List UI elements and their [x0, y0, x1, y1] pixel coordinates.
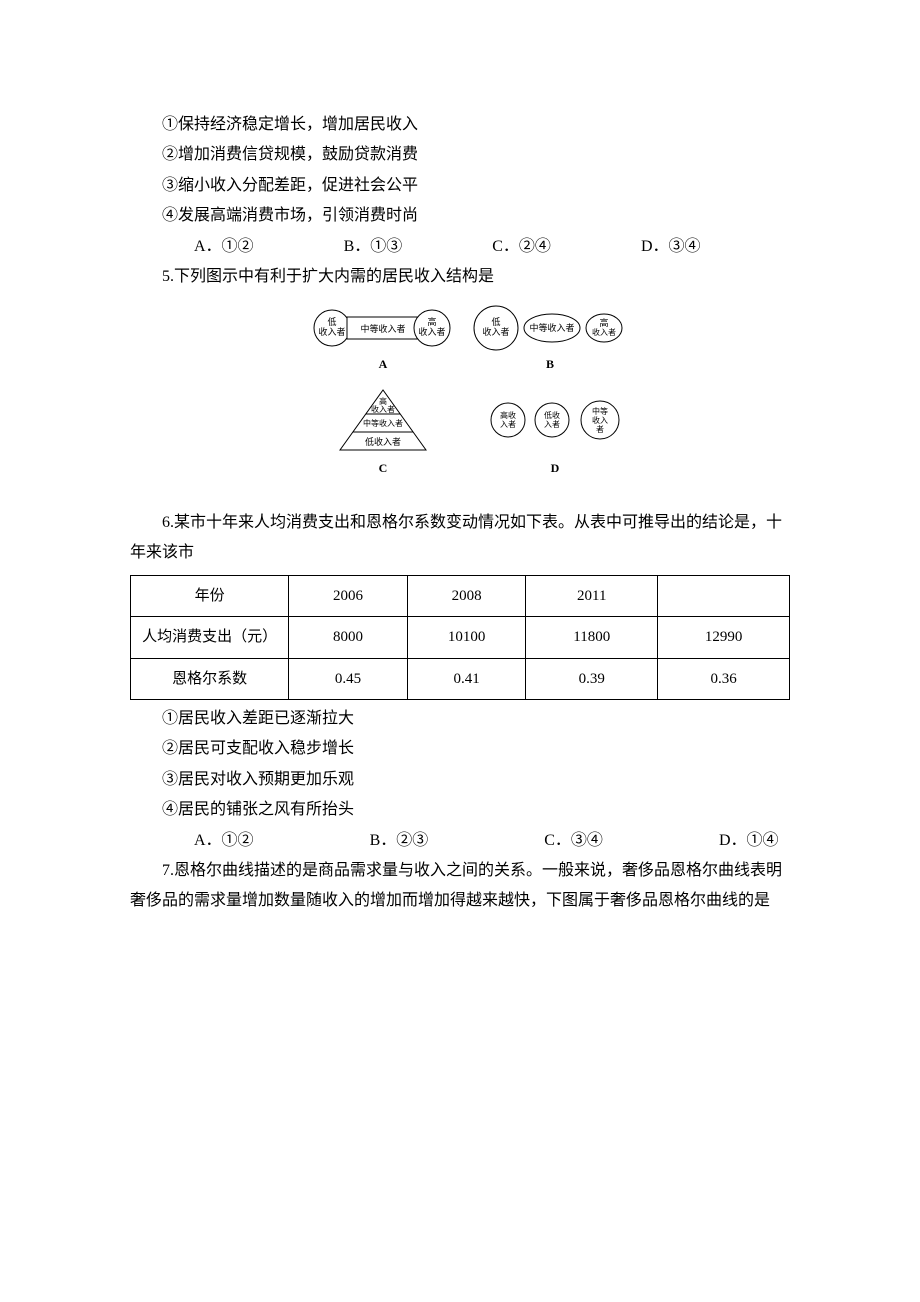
q4-A: A．①②	[162, 232, 254, 262]
q5-text: 5.下列图示中有利于扩大内需的居民收入结构是	[130, 262, 790, 292]
svg-text:收入者: 收入者	[371, 404, 395, 414]
q6-C: C．③④	[512, 826, 603, 856]
table-row: 年份 2006 2008 2011	[131, 575, 790, 617]
svg-text:者: 者	[596, 425, 604, 434]
q6-opt3: ③居民对收入预期更加乐观	[130, 765, 790, 795]
q4-opt3: ③缩小收入分配差距，促进社会公平	[130, 171, 790, 201]
q4-opt2: ②增加消费信贷规模，鼓励贷款消费	[130, 140, 790, 170]
svg-text:中等收入者: 中等收入者	[363, 418, 403, 428]
th-2008: 2008	[407, 575, 526, 617]
svg-text:低: 低	[327, 316, 336, 327]
svg-text:低收入者: 低收入者	[365, 436, 401, 447]
svg-text:入者: 入者	[544, 420, 560, 429]
svg-text:收入: 收入	[592, 415, 608, 425]
table-row: 恩格尔系数 0.45 0.41 0.39 0.36	[131, 658, 790, 700]
q6-text-line1: 6.某市十年来人均消费支出和恩格尔系数变动情况如下表。从表中可推导出的结论是，十…	[130, 508, 790, 569]
q6-text: 6.某市十年来人均消费支出和恩格尔系数变动情况如下表。从表中可推导出的结论是，十…	[130, 514, 782, 561]
svg-text:中等收入者: 中等收入者	[360, 323, 405, 334]
row1-label: 人均消费支出（元）	[131, 617, 289, 659]
row2-c3: 0.39	[526, 658, 658, 700]
row2-c1: 0.45	[289, 658, 408, 700]
svg-text:入者: 入者	[500, 420, 516, 429]
svg-text:B: B	[546, 357, 554, 371]
q6-B: B．②③	[338, 826, 429, 856]
svg-text:收入者: 收入者	[318, 326, 345, 337]
svg-text:D: D	[551, 461, 560, 475]
q5-diagram: 低 收入者 中等收入者 高 收入者 A 低 收入者 中等收入者 高 收入者 B …	[130, 300, 790, 501]
th-2011: 2011	[526, 575, 658, 617]
q6-answers: A．①② B．②③ C．③④ D．①④	[130, 826, 790, 856]
svg-text:高: 高	[427, 316, 436, 327]
th-blank	[658, 575, 790, 617]
q4-B: B．①③	[312, 232, 403, 262]
q6-table: 年份 2006 2008 2011 人均消费支出（元） 8000 10100 1…	[130, 575, 790, 701]
svg-text:收入者: 收入者	[592, 327, 616, 337]
q6-opt2: ②居民可支配收入稳步增长	[130, 734, 790, 764]
q6-opt4: ④居民的铺张之风有所抬头	[130, 795, 790, 825]
row2-c4: 0.36	[658, 658, 790, 700]
row1-c2: 10100	[407, 617, 526, 659]
q6-A: A．①②	[162, 826, 254, 856]
th-year: 年份	[131, 575, 289, 617]
th-2006: 2006	[289, 575, 408, 617]
svg-text:收入者: 收入者	[418, 326, 445, 337]
table-row: 人均消费支出（元） 8000 10100 11800 12990	[131, 617, 790, 659]
q6-opt1: ①居民收入差距已逐渐拉大	[130, 704, 790, 734]
row1-c1: 8000	[289, 617, 408, 659]
svg-text:高: 高	[599, 317, 608, 328]
svg-text:高收: 高收	[500, 410, 516, 420]
svg-text:中等收入者: 中等收入者	[529, 322, 574, 333]
svg-text:C: C	[379, 461, 388, 475]
row2-c2: 0.41	[407, 658, 526, 700]
row1-c3: 11800	[526, 617, 658, 659]
q4-answers: A．①② B．①③ C．②④ D．③④	[130, 232, 790, 262]
row2-label: 恩格尔系数	[131, 658, 289, 700]
svg-text:A: A	[379, 357, 388, 371]
q6-D: D．①④	[687, 826, 779, 856]
q7-text: 7.恩格尔曲线描述的是商品需求量与收入之间的关系。一般来说，奢侈品恩格尔曲线表明…	[130, 856, 790, 917]
row1-c4: 12990	[658, 617, 790, 659]
svg-text:低: 低	[491, 316, 500, 327]
svg-text:中等: 中等	[592, 406, 608, 416]
svg-text:收入者: 收入者	[482, 326, 509, 337]
q4-D: D．③④	[609, 232, 701, 262]
q4-opt4: ④发展高端消费市场，引领消费时尚	[130, 201, 790, 231]
svg-text:低收: 低收	[544, 410, 560, 420]
q4-opt1: ①保持经济稳定增长，增加居民收入	[130, 110, 790, 140]
q4-C: C．②④	[460, 232, 551, 262]
